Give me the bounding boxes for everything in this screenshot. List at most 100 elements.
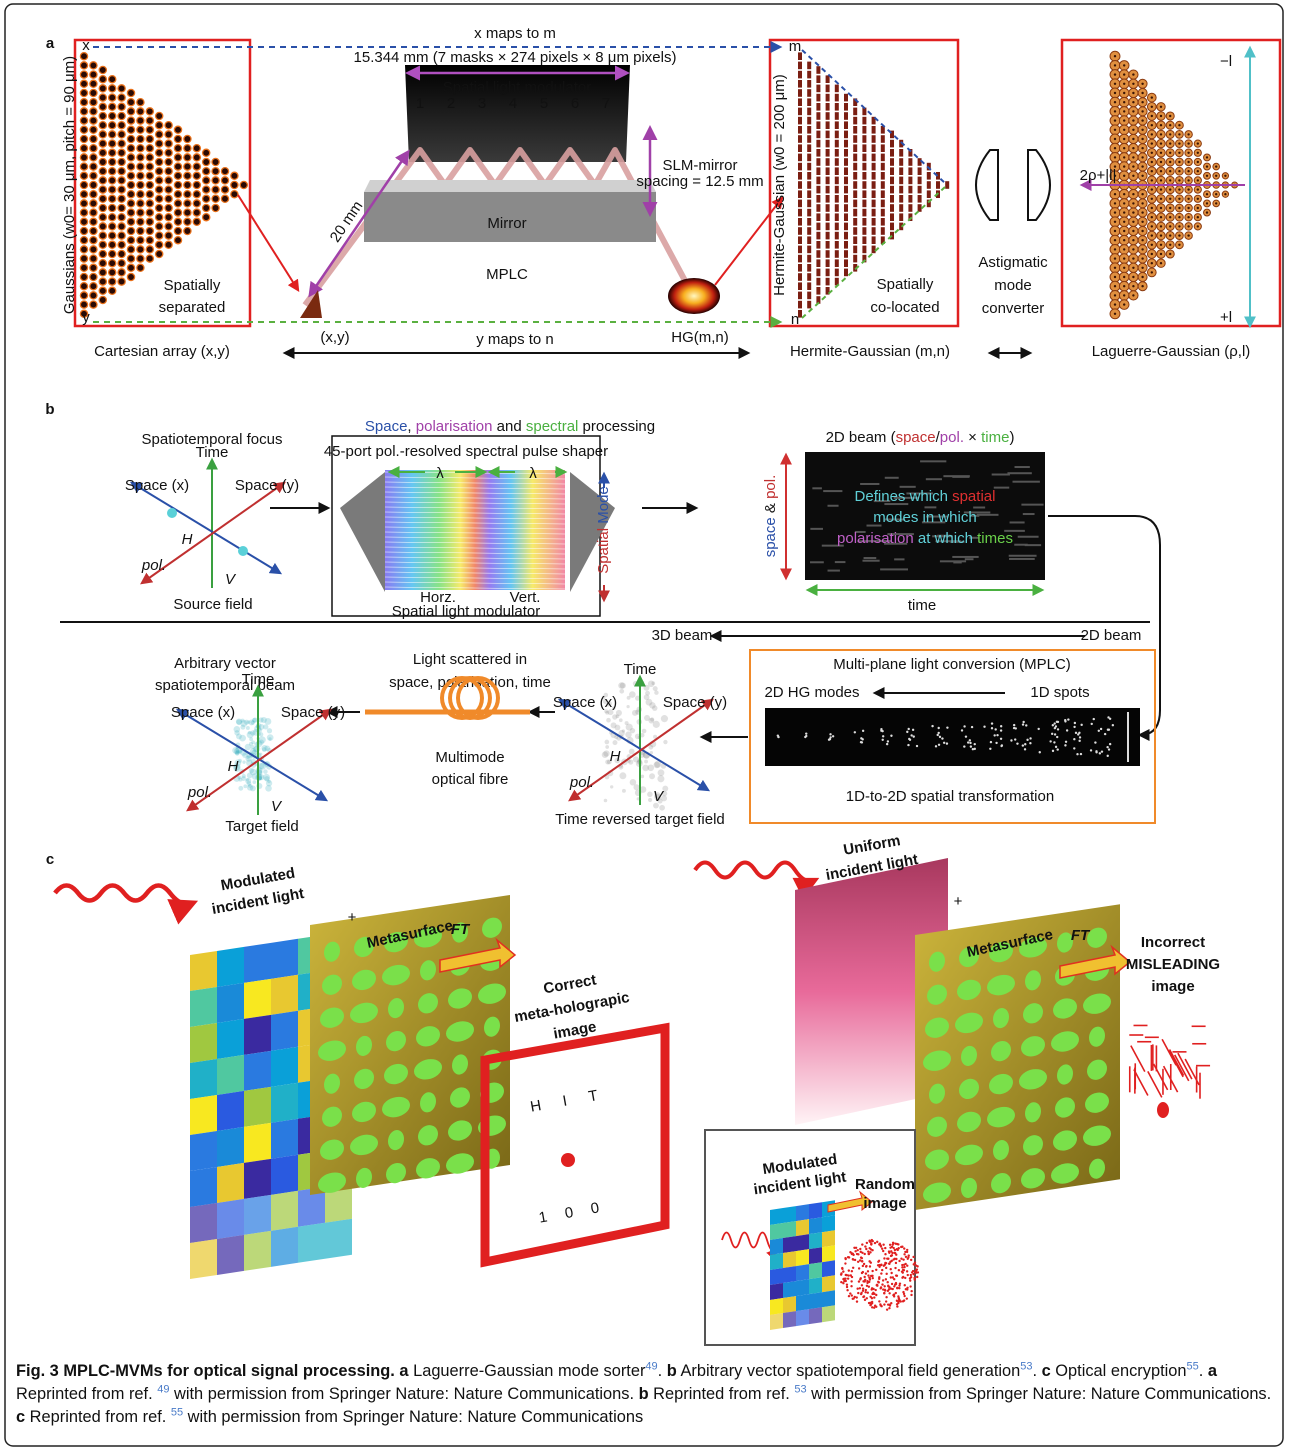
field-speckle [266, 734, 274, 741]
hg-mode [798, 208, 802, 217]
mode-spot [890, 734, 893, 737]
lg-mode-core [1123, 119, 1126, 122]
grid-cell [298, 1222, 325, 1263]
gaussian-spot [126, 153, 136, 162]
lg-mode-core [1113, 303, 1117, 306]
gaussian-spot [192, 180, 202, 190]
random-dot [897, 1298, 901, 1301]
field-speckle [618, 682, 625, 689]
meta-atom [993, 1008, 1009, 1029]
gaussian-spot [173, 189, 183, 199]
lg-mode-core [1141, 202, 1144, 205]
field-speckle [241, 773, 246, 779]
grid-cell [217, 1090, 244, 1131]
meta-atom [927, 984, 947, 1005]
spectral-line [384, 521, 566, 525]
field-speckle [654, 690, 659, 695]
gaussian-spot [136, 217, 145, 227]
gaussian-spot [201, 212, 211, 222]
mode-spot [973, 747, 976, 751]
beam2d-text: 2D beam [1081, 627, 1142, 644]
lg-mode-core [1132, 229, 1135, 233]
hg-mode [807, 291, 812, 300]
gaussian-spot [79, 291, 89, 300]
hg-mode [816, 84, 821, 93]
gaussian-spot [145, 235, 155, 245]
hg-mode [807, 135, 812, 143]
random-dot [851, 1266, 855, 1269]
beam-texture [924, 506, 937, 509]
gaussian-spot [136, 153, 145, 162]
mplc-strip [765, 708, 1140, 766]
meta-atom [324, 941, 340, 962]
gaussian-spot [79, 125, 89, 135]
hg-mode [862, 126, 867, 134]
modulation-grid [770, 1200, 835, 1330]
incident-wave [721, 1231, 778, 1261]
caption-text: 1D-to-2D spatial transformation [846, 788, 1054, 805]
gaussian-spot [79, 97, 89, 107]
field-speckle [628, 748, 635, 755]
text-part: / [936, 429, 941, 446]
hg-mode [834, 103, 839, 111]
lg-mode-core [1132, 128, 1135, 131]
mode-spot [963, 725, 966, 728]
astigmatic-text: converter [982, 300, 1045, 317]
focus-spot [167, 508, 177, 518]
gaussian-spot [79, 235, 89, 245]
hg-mode [798, 61, 802, 70]
grid-cell [822, 1215, 835, 1233]
beam-texture [1009, 521, 1025, 524]
mode-spot [936, 733, 939, 737]
result-text: meta-holograpic [513, 989, 631, 1026]
hg-mode [880, 144, 885, 152]
field-speckle [645, 698, 653, 706]
slm-panel [405, 65, 630, 162]
random-dot [884, 1278, 888, 1281]
gaussian-spot [117, 120, 126, 130]
random-dot [902, 1263, 906, 1266]
caption-normal: Laguerre-Gaussian mode sorter [408, 1362, 646, 1380]
mode-spot [994, 728, 997, 731]
random-dot [863, 1275, 866, 1279]
meta-atom [382, 1096, 410, 1118]
random-dot [887, 1262, 891, 1265]
random-dot [864, 1290, 867, 1294]
hg-mode [834, 84, 839, 93]
connector [801, 49, 946, 184]
random-dot [851, 1252, 855, 1256]
mode-spot [1064, 744, 1067, 747]
lg-mode-core [1123, 64, 1126, 67]
random-dot [871, 1276, 874, 1280]
meta-atom [1019, 1069, 1047, 1090]
slm-text: Spatial light modulator [392, 603, 540, 620]
result-text: Incorrect [1141, 934, 1205, 951]
gaussian-spot [173, 153, 183, 162]
mplc-box [749, 649, 1156, 824]
misleading-stroke [1133, 1069, 1149, 1096]
mode-spot [1095, 751, 1098, 754]
random-dot [893, 1251, 896, 1255]
lg-mode-core [1159, 262, 1163, 265]
field-speckle [239, 734, 246, 742]
gaussian-spot [154, 203, 164, 213]
lg-mode-core [1132, 202, 1135, 205]
gaussian-spot [136, 263, 145, 273]
random-dot [875, 1268, 878, 1271]
gaussian-spot [201, 194, 211, 204]
meta-atom [388, 1130, 404, 1151]
hg-mode [862, 144, 867, 152]
gaussian-spot [117, 139, 126, 148]
gaussian-spot [107, 74, 117, 84]
random-dot [884, 1300, 888, 1303]
meta-atom [478, 983, 506, 1004]
meta-atom [987, 1106, 1015, 1128]
mode-spot [1073, 737, 1076, 741]
beam-texture [953, 561, 962, 564]
random-dot [870, 1296, 874, 1300]
mode-spot [1107, 716, 1110, 719]
random-dot [897, 1301, 900, 1305]
mode-spot [1108, 717, 1112, 720]
beam-texture [964, 558, 974, 561]
